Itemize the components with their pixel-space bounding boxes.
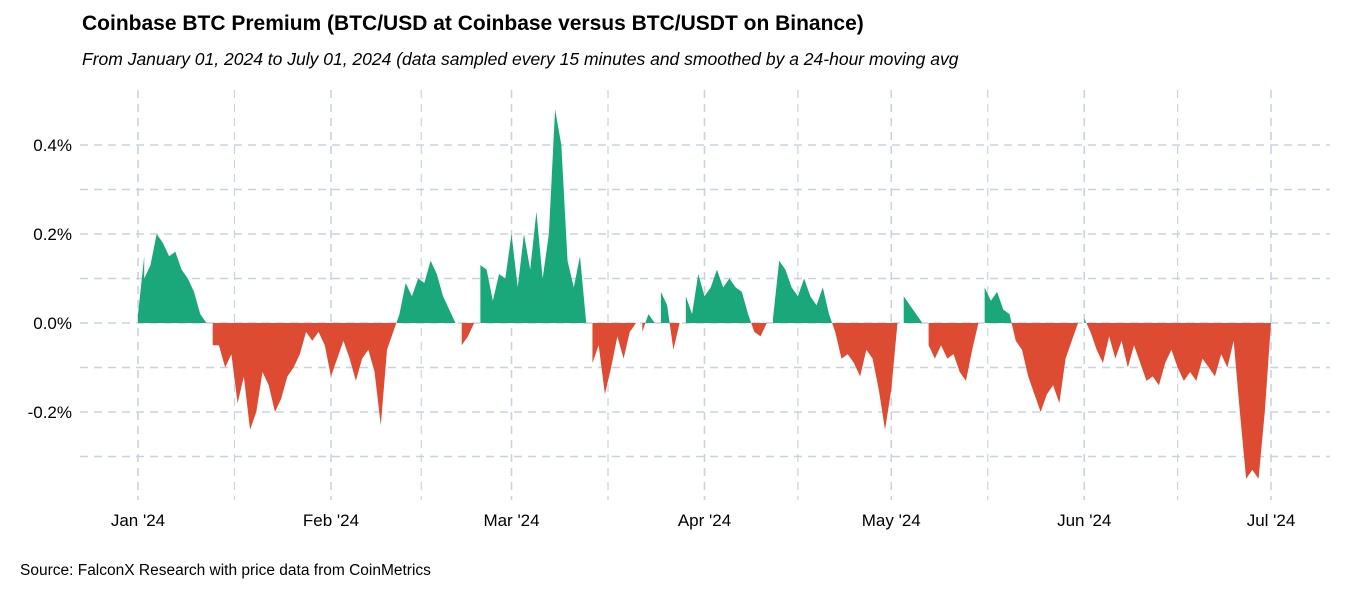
premium-area-chart: Jan '24 Feb '24 Mar '24 Apr '24 May '24 Jun '…: [28, 90, 1330, 530]
x-tick-label: Jul '24: [1247, 511, 1296, 530]
premium-areas: [138, 109, 1271, 479]
y-tick-label: -0.2%: [28, 403, 72, 422]
x-tick-label: Jan '24: [111, 511, 165, 530]
chart-title: Coinbase BTC Premium (BTC/USD at Coinbas…: [82, 12, 864, 35]
x-axis-ticks: Jan '24 Feb '24 Mar '24 Apr '24 May '24 Jun '…: [111, 511, 1295, 530]
y-tick-label: 0.4%: [33, 136, 72, 155]
x-tick-label: Apr '24: [678, 511, 731, 530]
source-note: Source: FalconX Research with price data…: [20, 562, 431, 579]
negative-premium-area: [138, 323, 1271, 479]
positive-premium-area: [138, 109, 1087, 324]
grid-lines: [80, 90, 1330, 500]
y-tick-label: 0.2%: [33, 225, 72, 244]
x-tick-label: Feb '24: [303, 511, 359, 530]
x-tick-label: Jun '24: [1057, 511, 1111, 530]
y-tick-label: 0.0%: [33, 314, 72, 333]
x-tick-label: May '24: [862, 511, 921, 530]
chart-subtitle: From January 01, 2024 to July 01, 2024 (…: [82, 49, 959, 69]
y-axis-ticks: 0.4% 0.2% 0.0% -0.2%: [28, 136, 72, 422]
x-tick-label: Mar '24: [483, 511, 539, 530]
